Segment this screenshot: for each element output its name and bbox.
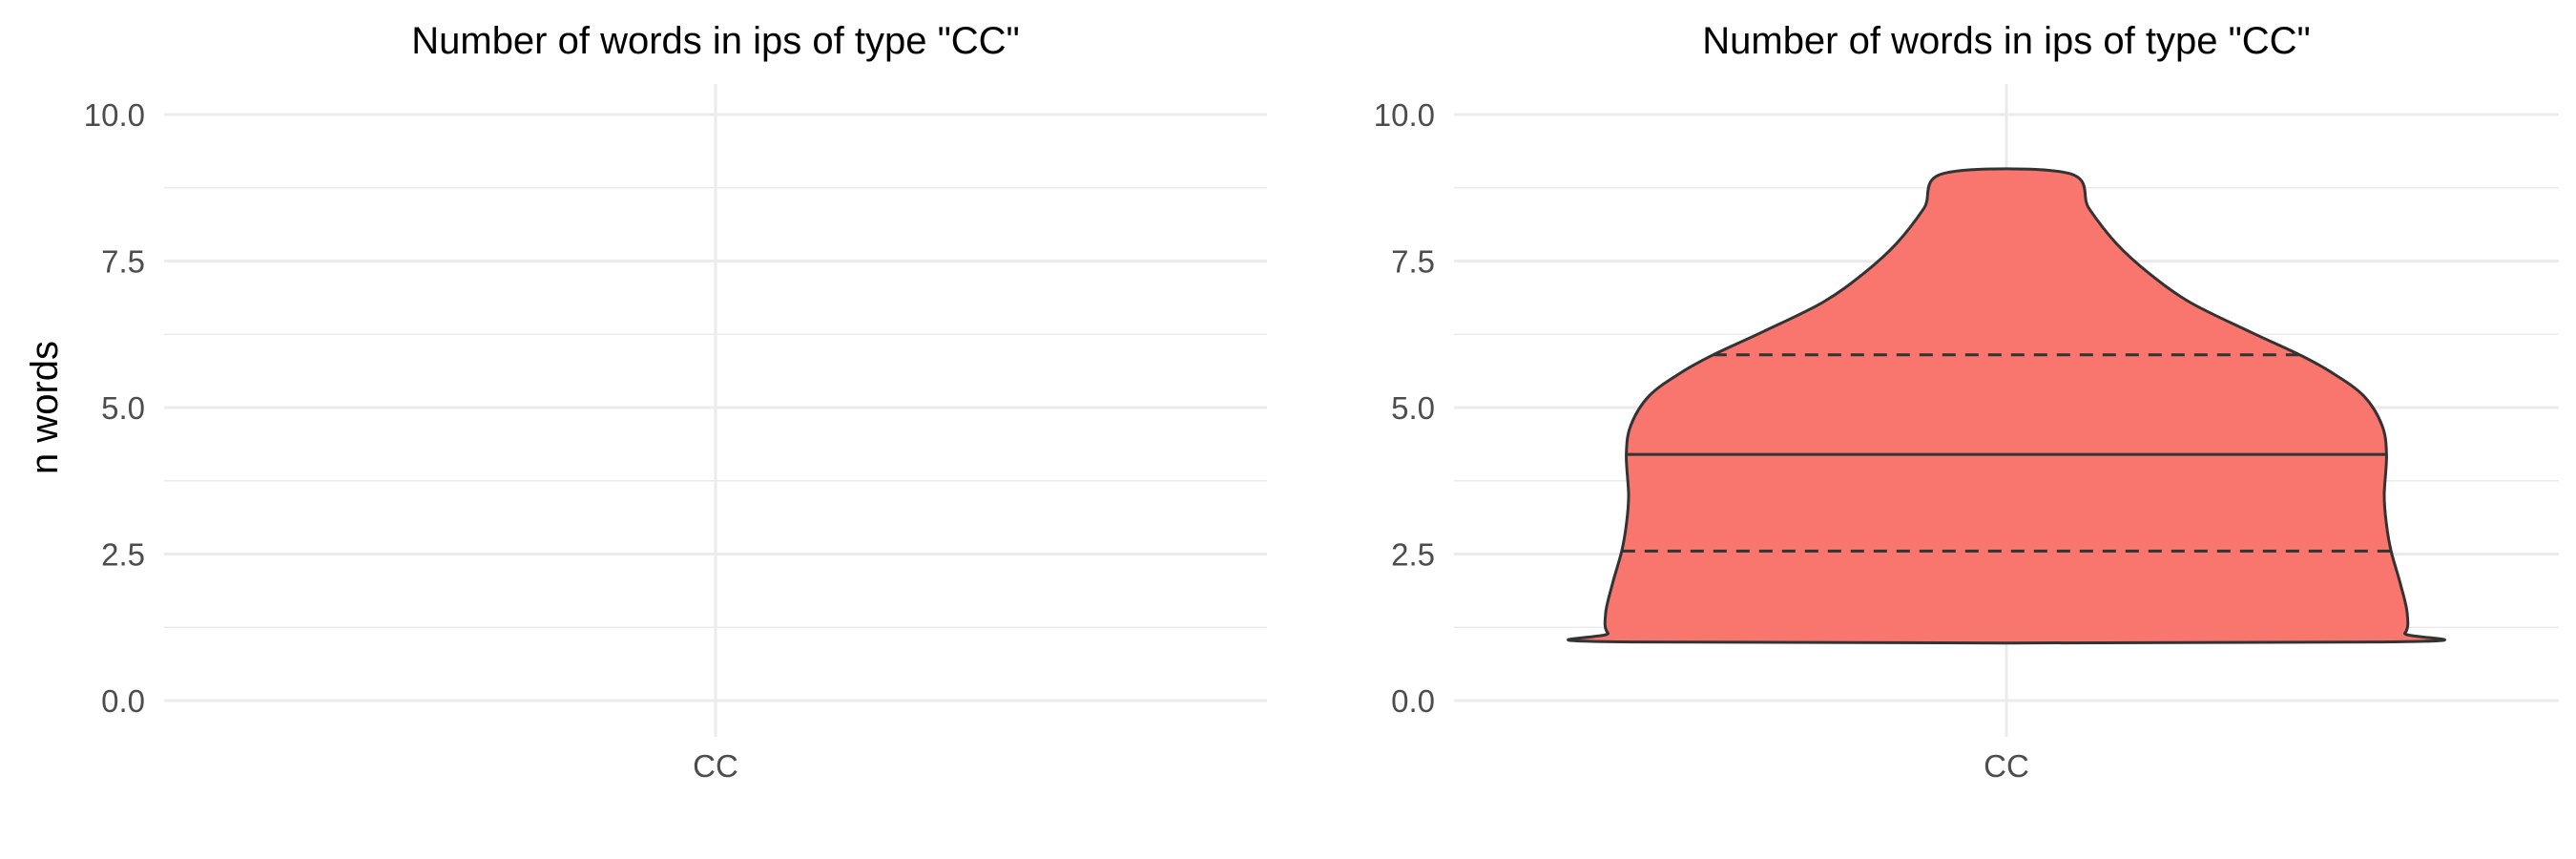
violin-body: [1567, 167, 2446, 645]
chart-title: Number of words in ips of type "CC": [1702, 20, 2311, 62]
chart-title: Number of words in ips of type "CC": [411, 20, 1020, 62]
y-tick-label: 0.0: [101, 683, 145, 719]
y-tick-label: 2.5: [101, 537, 145, 573]
x-tick-label: CC: [1984, 748, 2029, 784]
y-tick-label: 2.5: [1391, 537, 1435, 573]
panel-right: 0.0 2.5 5.0 7.5 10.0 CC Number of words in ips…: [1374, 20, 2559, 784]
y-tick-label: 10.0: [84, 97, 145, 133]
y-tick-label: 5.0: [1391, 390, 1435, 426]
y-tick-label: 0.0: [1391, 683, 1435, 719]
y-tick-label: 10.0: [1374, 97, 1435, 133]
panel-left: 0.0 2.5 5.0 7.5 10.0 CC Number of words in ips…: [24, 20, 1267, 784]
y-tick-label: 7.5: [101, 244, 145, 280]
y-axis-title: n words: [24, 341, 66, 474]
y-tick-label: 7.5: [1391, 244, 1435, 280]
x-tick-label: CC: [693, 748, 738, 784]
y-tick-label: 5.0: [101, 390, 145, 426]
